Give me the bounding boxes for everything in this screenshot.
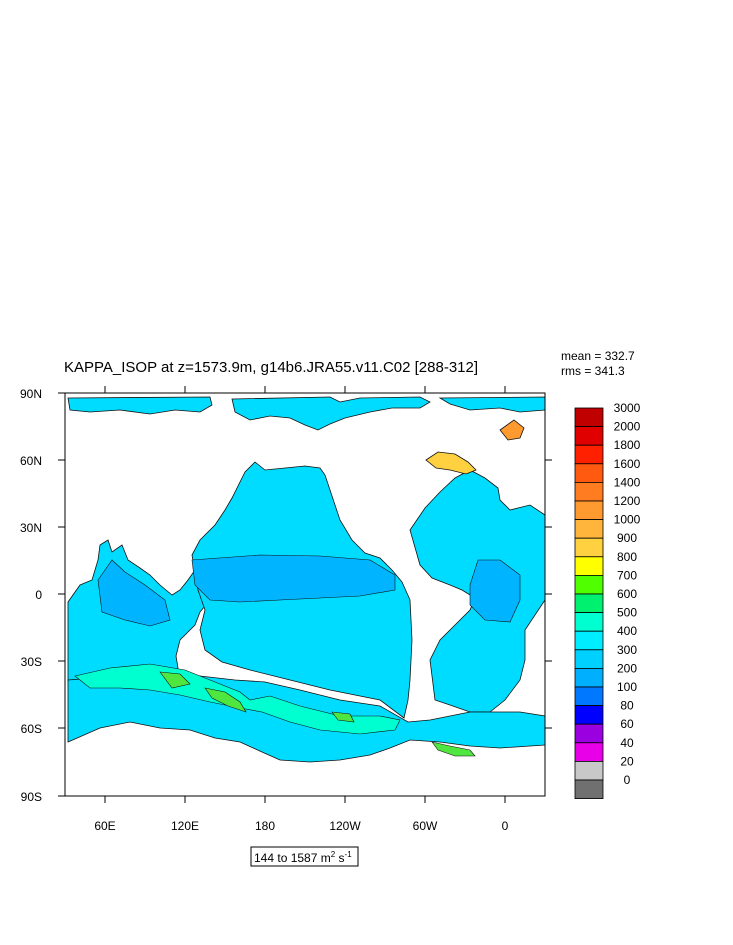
southern-ocean-high (74, 663, 401, 735)
colorbar-label: 3000 (614, 401, 641, 415)
colorbar-label: 0 (624, 773, 631, 787)
lat-label: 0 (35, 588, 42, 602)
colorbar-swatch (574, 761, 604, 781)
axis-ticks (58, 386, 552, 803)
colorbar-label: 600 (617, 587, 637, 601)
weddell-hotspot (431, 741, 476, 757)
pacific-equatorial-mid (191, 554, 396, 603)
range-label-box: 144 to 1587 m2 s-1 (250, 846, 359, 867)
lat-label: 90N (20, 387, 42, 401)
colorbar-swatch (574, 593, 604, 614)
colorbar-swatch (574, 612, 604, 632)
nordic-seas-hotspot (499, 419, 525, 441)
colorbar-label: 1000 (614, 513, 641, 527)
colorbar-label: 700 (617, 568, 637, 582)
colorbar-swatch (574, 668, 604, 688)
colorbar-label: 60 (620, 717, 634, 731)
colorbar-swatch (574, 481, 604, 502)
lon-label: 60E (94, 819, 115, 833)
southern-ocean-green-1 (159, 671, 191, 689)
indian-ocean-mid (97, 559, 171, 627)
colorbar-swatch (574, 407, 604, 428)
colorbar-swatch (574, 686, 604, 707)
mean-stat: mean = 332.7 (561, 349, 635, 363)
colorbar-swatch (574, 463, 604, 483)
colorbar-label: 200 (617, 661, 637, 675)
colorbar-swatch (574, 742, 604, 762)
colorbar-label: 100 (617, 680, 637, 694)
colorbar-label: 800 (617, 550, 637, 564)
southern-ocean-green-2 (204, 687, 247, 713)
lon-label: 120E (171, 819, 199, 833)
range-label-frame (250, 846, 359, 867)
colorbar-label: 900 (617, 531, 637, 545)
colorbar-swatch (574, 630, 604, 651)
map-panel: 90N 60N 30N 0 30S 60S 90S 60E 120E 180 1… (20, 386, 552, 833)
colorbar-swatch (574, 779, 604, 800)
colorbar-swatch (574, 723, 604, 744)
southern-ocean-green-3 (331, 711, 355, 723)
plot-title: KAPPA_ISOP at z=1573.9m, g14b6.JRA55.v11… (64, 359, 478, 376)
lon-label: 180 (255, 819, 275, 833)
colorbar: 3000200018001600140012001000900800700600… (574, 401, 641, 800)
colorbar-label: 40 (620, 736, 634, 750)
colorbar-swatch (574, 705, 604, 725)
lon-label: 60W (413, 819, 438, 833)
colorbar-label: 1400 (614, 475, 641, 489)
lon-label: 120W (329, 819, 361, 833)
colorbar-swatch (574, 537, 604, 558)
range-label: 144 to 1587 m2 s-1 (254, 850, 352, 865)
lat-label: 30N (20, 521, 42, 535)
colorbar-label: 400 (617, 624, 637, 638)
colorbar-swatch (574, 500, 604, 521)
colorbar-swatch (574, 444, 604, 465)
colorbar-label: 300 (617, 643, 637, 657)
colorbar-label: 1800 (614, 438, 641, 452)
colorbar-swatch (574, 426, 604, 446)
colorbar-label: 2000 (614, 420, 641, 434)
colorbar-swatch (574, 519, 604, 539)
colorbar-swatch (574, 575, 604, 595)
lat-label: 60S (21, 722, 42, 736)
rms-stat: rms = 341.3 (561, 364, 625, 378)
colorbar-label: 500 (617, 606, 637, 620)
lat-label: 90S (21, 790, 42, 804)
lat-label: 60N (20, 454, 42, 468)
atlantic-north-mid (469, 559, 521, 623)
arctic-ocean (67, 396, 546, 431)
labrador-sea-hotspot (425, 451, 477, 475)
lon-label: 0 (502, 819, 509, 833)
lat-label: 30S (21, 655, 42, 669)
colorbar-label: 20 (620, 754, 634, 768)
colorbar-label: 1200 (614, 494, 641, 508)
colorbar-swatch (574, 556, 604, 576)
colorbar-label: 80 (620, 699, 634, 713)
colorbar-label: 1600 (614, 457, 641, 471)
colorbar-swatch (574, 649, 604, 669)
